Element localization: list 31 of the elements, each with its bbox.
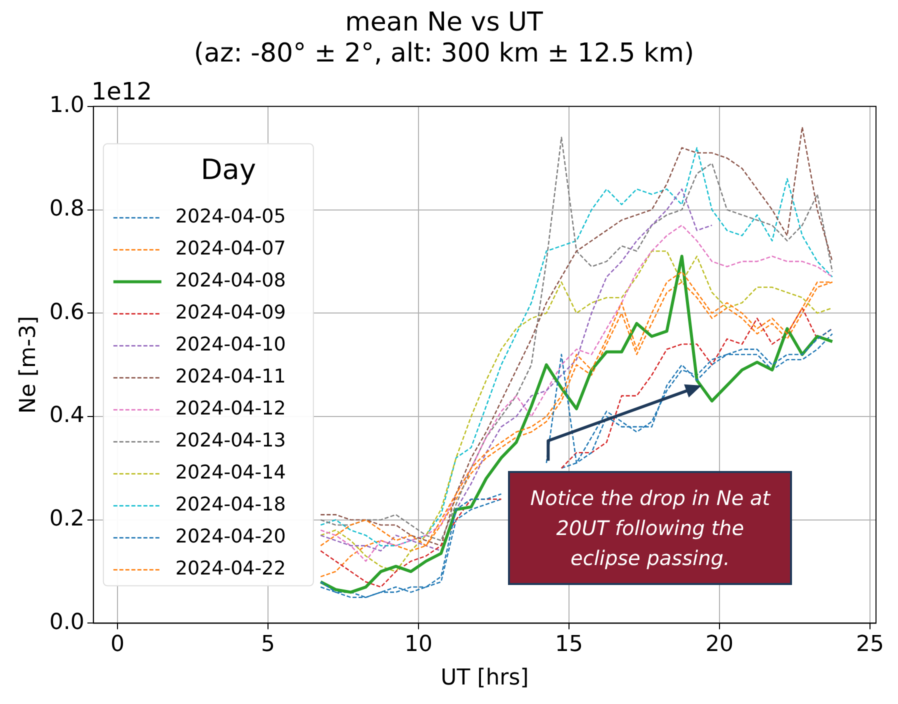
x-tick-label: 5 (260, 632, 275, 658)
x-axis-title: UT [hrs] (440, 666, 529, 691)
y-axis-title: Ne [m-3] (16, 316, 41, 414)
y-tick-label: 0.4 (49, 403, 84, 428)
x-tick-label: 15 (554, 632, 583, 658)
legend-label: 2024-04-22 (175, 558, 286, 580)
y-tick-label: 1.0 (49, 93, 84, 118)
legend-label: 2024-04-20 (175, 526, 286, 548)
y-tick-label: 0.8 (49, 196, 84, 222)
y-tick-label: 0.2 (49, 506, 84, 532)
legend-label: 2024-04-05 (175, 206, 286, 228)
legend-label: 2024-04-09 (175, 302, 286, 324)
legend-label: 2024-04-08 (175, 270, 286, 292)
x-tick-label: 0 (110, 632, 124, 658)
annotation: Notice the drop in Ne at 20UT following the eclipse passing. (529, 484, 772, 572)
x-tick-label: 10 (404, 632, 432, 658)
y-tick-label: 0.0 (49, 610, 84, 635)
legend-label: 2024-04-07 (175, 238, 286, 260)
text: 1e12 (91, 78, 152, 106)
legend-label: 2024-04-12 (175, 398, 286, 420)
legend-label: 2024-04-10 (175, 334, 286, 356)
x-tick-label: 20 (705, 632, 734, 658)
chart-subtitle: (az: -80° ± 2°, alt: 300 km ± 12.5 km) (194, 38, 694, 69)
legend-label: 2024-04-11 (175, 366, 286, 388)
y-tick-label: 0.6 (49, 300, 84, 325)
legend-label: 2024-04-18 (175, 494, 286, 516)
legend-label: 2024-04-13 (175, 430, 286, 452)
chart-title: mean Ne vs UT (345, 7, 544, 38)
x-tick-label: 25 (856, 632, 884, 658)
legend-title: Day (200, 153, 256, 186)
legend-label: 2024-04-14 (175, 462, 286, 484)
